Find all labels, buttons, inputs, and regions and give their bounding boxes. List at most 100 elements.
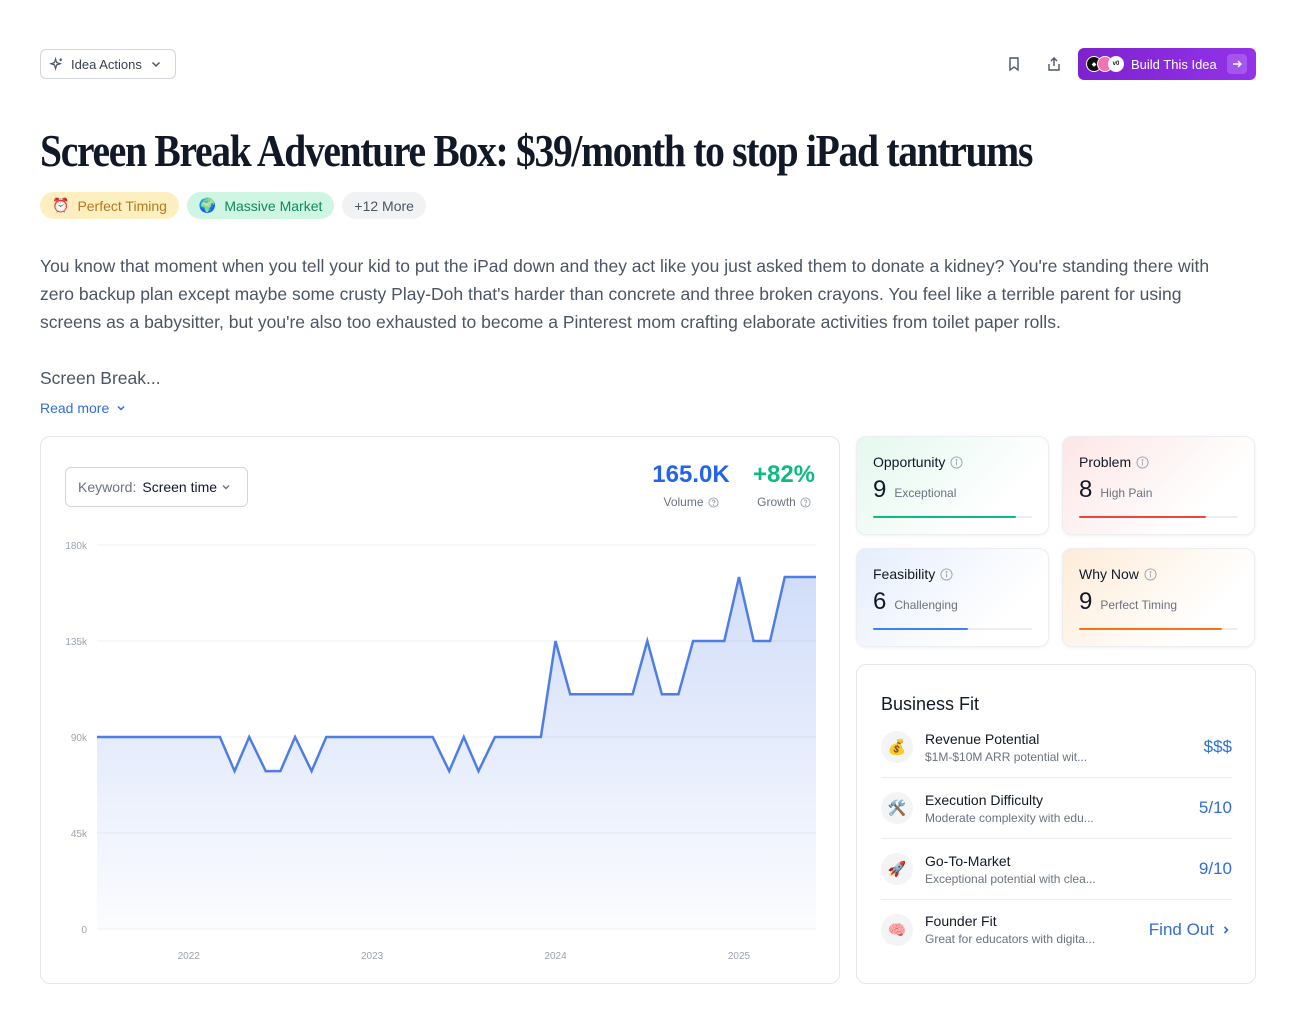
score-card-opportunity[interactable]: Opportunity 9 Exceptional [856, 436, 1049, 535]
badge-label: Massive Market [224, 197, 323, 214]
volume-stat: 165.0K Volume [649, 461, 733, 509]
x-tick-label: 2025 [728, 951, 751, 962]
alarm-clock-icon: ⏰ [52, 197, 70, 213]
money-bag-icon: 💰 [881, 731, 913, 763]
score-title: Feasibility [873, 566, 936, 582]
growth-label: Growth [757, 495, 796, 509]
score-title: Why Now [1079, 566, 1139, 582]
business-fit-card: Business Fit 💰 Revenue Potential $1M-$10… [856, 664, 1256, 984]
business-fit-sub: Moderate complexity with edu... [925, 810, 1094, 825]
volume-value: 165.0K [652, 461, 730, 488]
y-tick-label: 45k [71, 829, 88, 840]
top-bar: Idea Actions ◆ v0 Build This Idea [40, 48, 1256, 80]
business-fit-text: Revenue Potential $1M-$10M ARR potential… [925, 731, 1204, 764]
business-fit-name: Go-To-Market [925, 852, 1011, 869]
x-tick-label: 2024 [544, 951, 567, 962]
arrow-right-icon [1226, 54, 1247, 74]
find-out-label: Find Out [1148, 919, 1214, 939]
tool-avatars: ◆ v0 [1086, 56, 1124, 72]
badge-perfect-timing[interactable]: ⏰ Perfect Timing [40, 192, 179, 219]
brain-icon: 🧠 [881, 913, 913, 946]
keyword-select[interactable]: Keyword: Screen time [65, 467, 248, 507]
business-fit-text: Execution Difficulty Moderate complexity… [925, 792, 1199, 825]
score-title-row: Problem [1079, 454, 1238, 470]
bookmark-icon[interactable] [1004, 54, 1024, 74]
score-label: Perfect Timing [1100, 598, 1178, 612]
info-icon[interactable] [1144, 567, 1157, 581]
business-fit-item-go-to-market[interactable]: 🚀 Go-To-Market Exceptional potential wit… [881, 839, 1232, 900]
trend-chart-card: Keyword: Screen time 165.0K Volume +82% … [40, 436, 840, 984]
page-title: Screen Break Adventure Box: $39/month to… [40, 125, 1033, 176]
keyword-value: Screen time [142, 479, 218, 495]
chevron-right-icon [1223, 925, 1229, 934]
score-title: Problem [1079, 454, 1132, 470]
idea-actions-label: Idea Actions [71, 56, 142, 72]
score-bar-fill [1079, 516, 1207, 518]
find-out-link[interactable]: Find Out [1149, 920, 1232, 940]
y-tick-label: 180k [65, 541, 88, 552]
business-fit-text: Go-To-Market Exceptional potential with … [925, 853, 1199, 886]
idea-actions-dropdown[interactable]: Idea Actions [40, 49, 176, 79]
share-icon[interactable] [1044, 54, 1064, 74]
globe-icon: 🌍 [198, 197, 217, 213]
score-label: High Pain [1100, 486, 1153, 500]
description-paragraph: You know that moment when you tell your … [40, 256, 1210, 332]
business-fit-value: 9/10 [1198, 859, 1232, 878]
y-tick-label: 135k [65, 637, 88, 648]
score-bar-fill [873, 628, 969, 630]
chevron-down-icon [222, 485, 230, 490]
description-paragraph: Screen Break... [40, 368, 161, 388]
description: You know that moment when you tell your … [40, 252, 1240, 392]
business-fit-value: 5/10 [1198, 798, 1232, 817]
series-area [97, 577, 816, 929]
score-bar-fill [1079, 628, 1223, 630]
business-fit-name: Execution Difficulty [925, 791, 1044, 808]
score-bar-track [1079, 516, 1238, 518]
business-fit-sub: Great for educators with digita... [925, 932, 1096, 946]
read-more-label: Read more [40, 400, 110, 416]
help-icon[interactable] [800, 496, 811, 508]
series-line [97, 575, 816, 775]
business-fit-item-revenue[interactable]: 💰 Revenue Potential $1M-$10M ARR potenti… [881, 717, 1232, 778]
growth-label-row: Growth [749, 495, 819, 509]
badge-label: Perfect Timing [77, 197, 167, 214]
x-tick-label: 2023 [361, 951, 384, 962]
business-fit-item-execution[interactable]: 🛠️ Execution Difficulty Moderate complex… [881, 778, 1232, 839]
volume-label-row: Volume [649, 495, 733, 509]
help-icon[interactable] [707, 496, 719, 508]
badge-more[interactable]: +12 More [342, 192, 426, 219]
score-row: 9 Exceptional [873, 476, 1032, 504]
business-fit-item-founder-fit[interactable]: 🧠 Founder Fit Great for educators with d… [881, 899, 1232, 960]
score-card-problem[interactable]: Problem 8 High Pain [1062, 436, 1255, 535]
info-icon[interactable] [1136, 455, 1149, 469]
growth-value: +82% [752, 461, 816, 488]
info-icon[interactable] [940, 567, 953, 581]
score-value: 8 [1079, 476, 1093, 503]
read-more-link[interactable]: Read more [40, 400, 127, 416]
score-row: 9 Perfect Timing [1079, 588, 1238, 616]
score-card-feasibility[interactable]: Feasibility 6 Challenging [856, 548, 1049, 647]
badge-label: +12 More [354, 197, 414, 214]
business-fit-sub: Exceptional potential with clea... [925, 871, 1096, 886]
score-card-why-now[interactable]: Why Now 9 Perfect Timing [1062, 548, 1255, 647]
volume-label: Volume [663, 495, 704, 509]
business-fit-title: Business Fit [881, 694, 980, 714]
tool-avatar-icon: v0 [1108, 56, 1124, 72]
score-value: 9 [873, 476, 887, 503]
score-bar-track [873, 516, 1032, 518]
score-label: Exceptional [894, 486, 957, 500]
build-this-idea-button[interactable]: ◆ v0 Build This Idea [1078, 48, 1256, 80]
business-fit-name: Founder Fit [925, 913, 997, 929]
business-fit-sub: $1M-$10M ARR potential wit... [925, 749, 1088, 764]
score-row: 6 Challenging [873, 588, 1032, 616]
chevron-down-icon [151, 61, 160, 68]
score-title-row: Why Now [1079, 566, 1238, 582]
score-value: 6 [873, 588, 887, 615]
info-icon[interactable] [950, 455, 963, 469]
y-tick-label: 90k [71, 733, 88, 744]
trend-chart: 180k 135k 90k 45k 0 2022 2023 2024 2025 [65, 541, 816, 962]
y-tick-label: 0 [81, 925, 87, 936]
keyword-label: Keyword: [78, 479, 137, 495]
badge-massive-market[interactable]: 🌍 Massive Market [186, 192, 335, 219]
rocket-icon: 🚀 [881, 853, 913, 885]
